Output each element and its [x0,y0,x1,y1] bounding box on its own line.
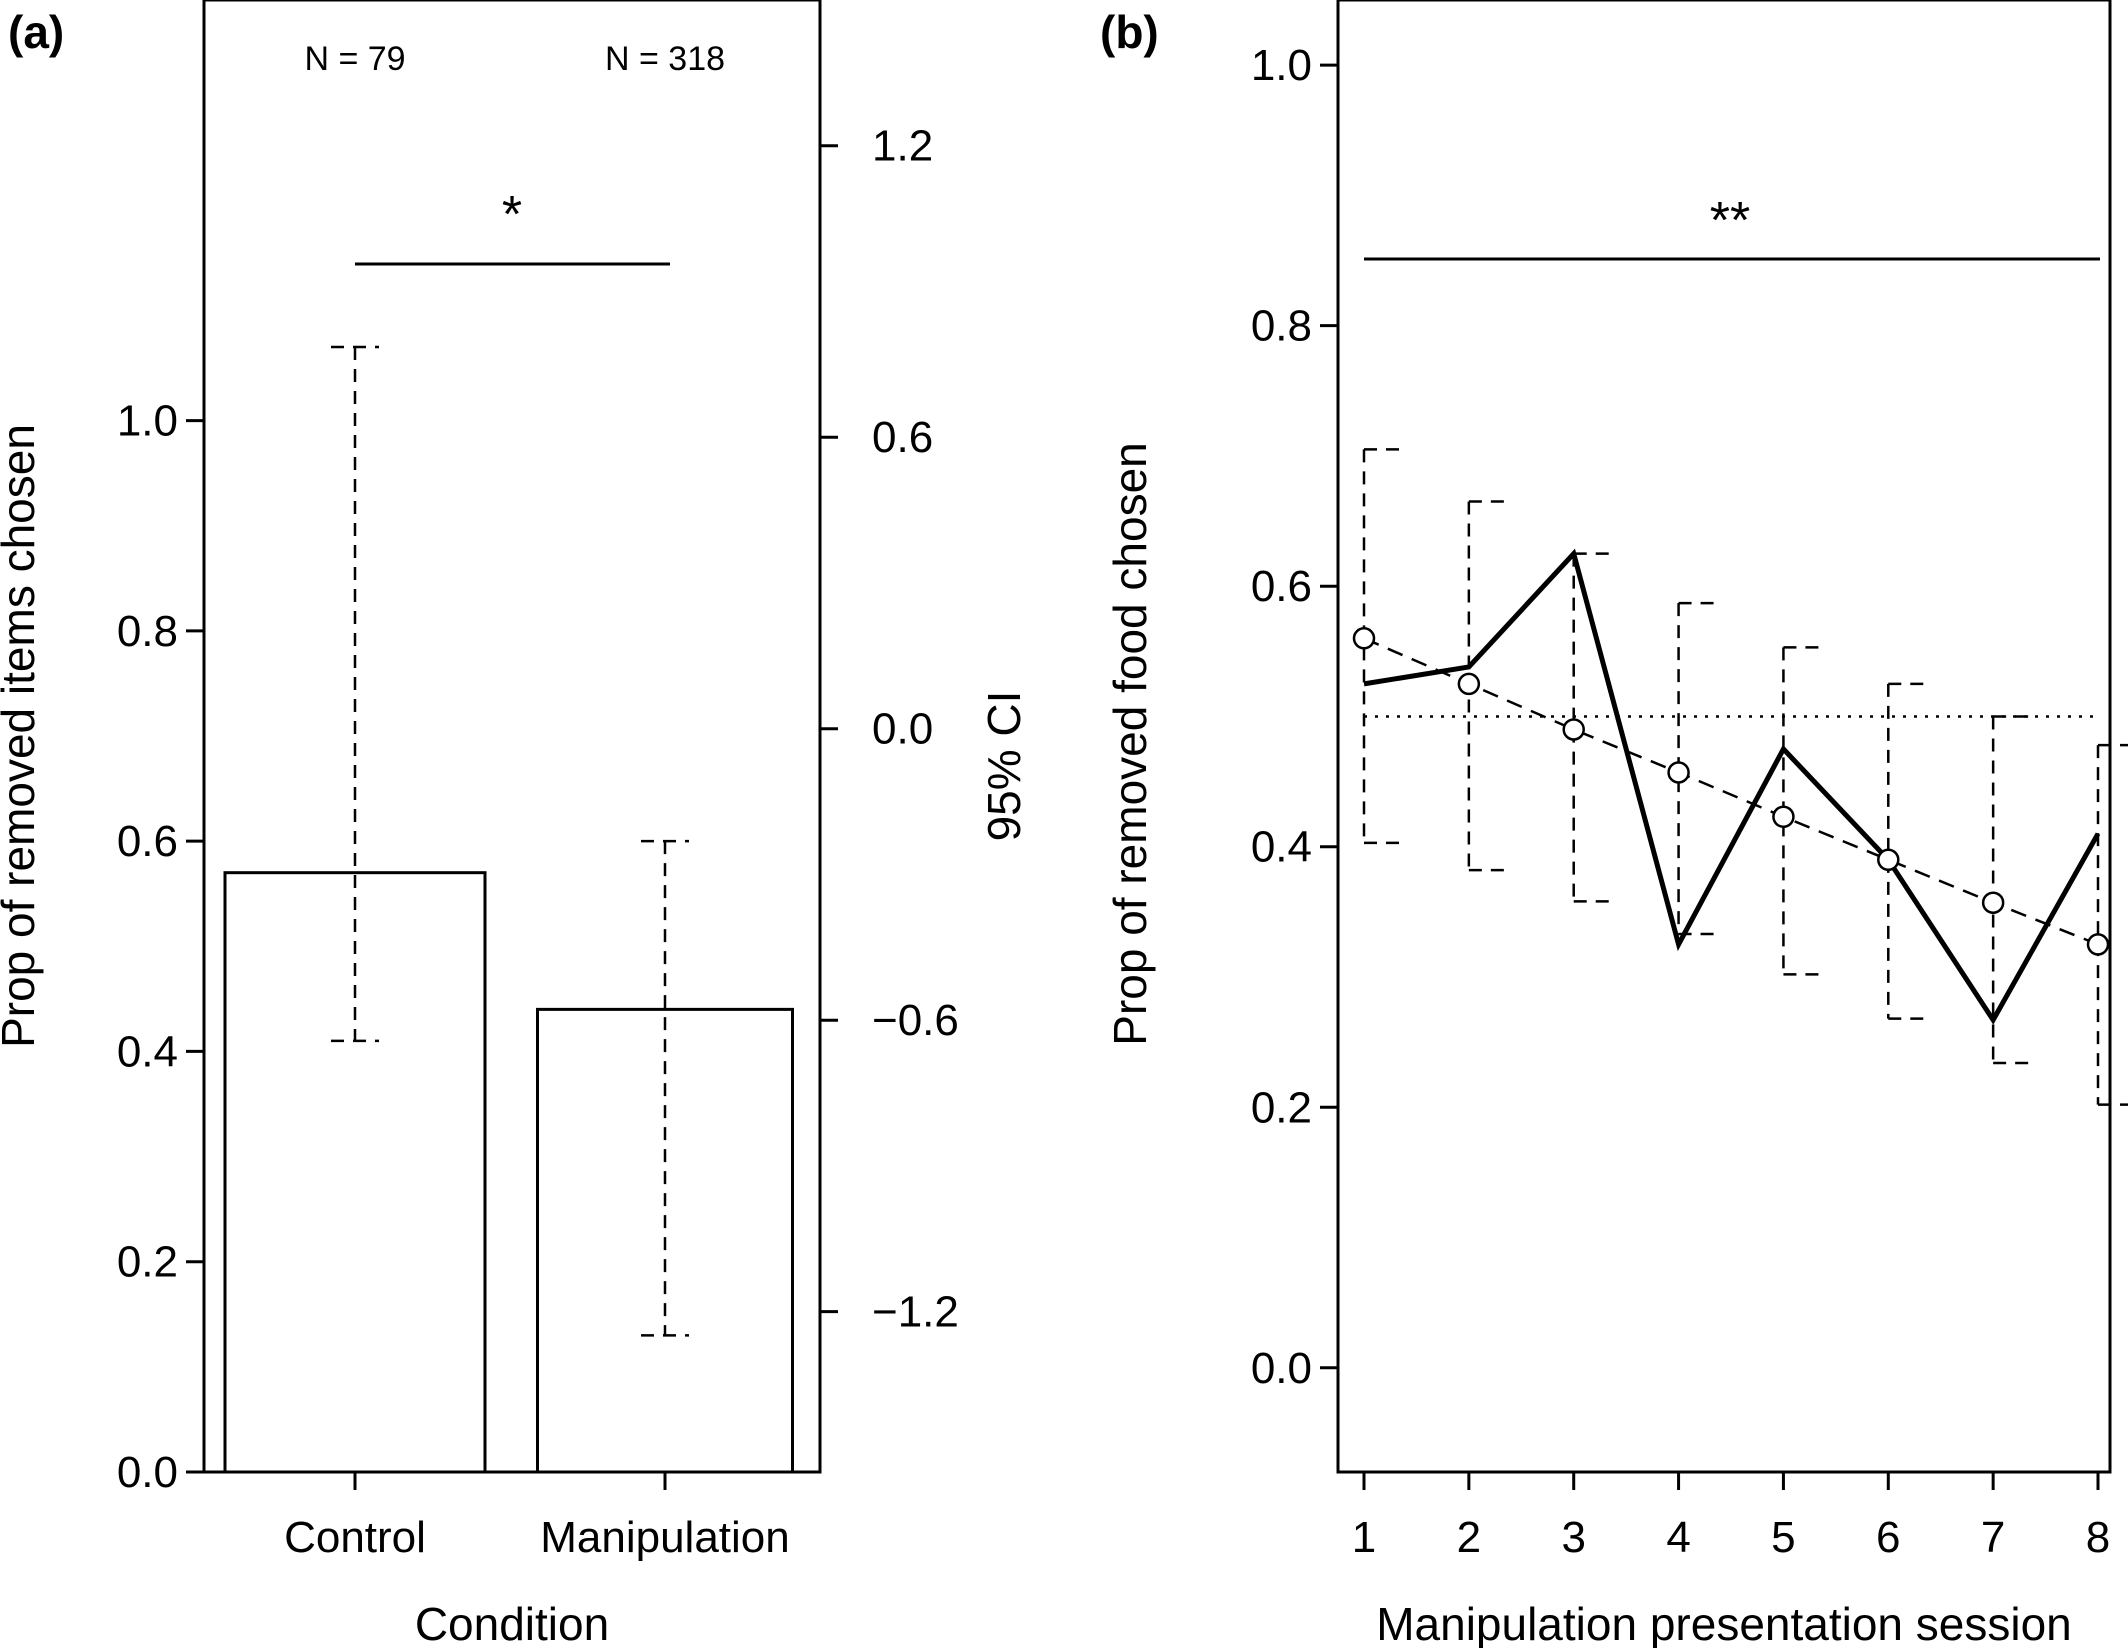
trend-point-session-3 [1562,718,1585,741]
panel-a-secondary-y-axis: 1.2 0.6 0.0 −0.6 −1.2 [820,122,959,1337]
x-tick-label-b: 6 [1876,1513,1900,1562]
y-tick-label-a: 0.8 [117,607,178,656]
y2-tick-label-a: −0.6 [872,996,959,1045]
panel-b-error-bars [1362,448,2128,1106]
panel-b-label: (b) [1100,6,1159,58]
y-tick-label-b: 0.4 [1251,823,1312,872]
y-axis-title-a: Prop of removed items chosen [0,424,44,1048]
x-tick-label-b: 3 [1561,1513,1585,1562]
y2-tick-label-a: 0.0 [872,705,933,754]
trend-point-session-8 [2086,933,2110,956]
trend-point-session-6 [1877,848,1900,872]
panel-a-y-axis: 0.0 0.2 0.4 0.6 0.8 1.0 [117,397,204,1497]
y-tick-label-b: 1.0 [1251,41,1312,90]
x-tick-label-b: 5 [1771,1513,1795,1562]
trend-point-session-2 [1457,672,1481,696]
n-label-control: N = 79 [304,40,405,78]
panel-a: (a) 0.0 0.2 0.4 0.6 0.8 1.0 1.2 0.6 0.0 −0.6 −1.2… [0,0,1030,1648]
y-tick-label-b: 0.6 [1251,562,1312,611]
panel-b-frame [1336,0,2112,1474]
significance-marker-a: * [502,186,522,244]
panel-b-x-axis: 1 2 3 4 5 6 7 8 [1352,1472,2110,1562]
secondary-y-axis-title-a: 95% CI [978,691,1030,842]
x-axis-title-b: Manipulation presentation session [1376,1598,2072,1648]
panel-a-bars [223,871,794,1474]
n-label-manipulation: N = 318 [605,40,725,78]
x-tick-label-b: 8 [2086,1513,2110,1562]
x-tick-label-b: 2 [1457,1513,1481,1562]
y-tick-label-a: 0.4 [117,1027,178,1076]
x-tick-label-a: Control [284,1513,426,1562]
panel-b-series [1352,548,2110,1025]
panel-b-y-axis: 0.0 0.2 0.4 0.6 0.8 1.0 [1251,41,1338,1393]
y-tick-label-a: 0.6 [117,817,178,866]
panel-a-frame [202,0,822,1474]
bar-control [223,871,487,1474]
significance-marker-b: ** [1710,192,1750,250]
panel-a-error-bars [331,345,689,1337]
y-tick-label-a: 1.0 [117,397,178,446]
trend-line [1363,637,2099,946]
y2-tick-label-a: 1.2 [872,122,933,171]
y2-tick-label-a: 0.6 [872,413,933,462]
panel-a-x-axis: Control Manipulation [284,1472,790,1562]
y-tick-label-b: 0.0 [1251,1344,1312,1393]
panel-a-label: (a) [8,6,64,58]
x-tick-label-b: 7 [1981,1513,2005,1562]
y-axis-title-b: Prop of removed food chosen [1104,442,1156,1045]
observed-line [1363,548,2101,1025]
y2-tick-label-a: −1.2 [872,1288,959,1337]
y-tick-label-b: 0.2 [1251,1083,1312,1132]
y-tick-label-a: 0.2 [117,1238,178,1287]
panel-b: (b) 0.0 0.2 0.4 0.6 0.8 1.0 1 2 3 4 5 6 7 8 ** Prop … [1100,0,2128,1648]
trend-point-session-4 [1667,761,1690,784]
x-tick-label-b: 4 [1666,1513,1690,1562]
trend-point-session-1 [1352,627,1376,650]
y-tick-label-b: 0.8 [1251,302,1312,351]
trend-point-session-5 [1772,805,1795,829]
x-tick-label-b: 1 [1352,1513,1376,1562]
y-tick-label-a: 0.0 [117,1448,178,1497]
trend-point-session-7 [1981,891,2005,914]
x-tick-label-a: Manipulation [540,1513,790,1562]
x-axis-title-a: Condition [415,1598,609,1648]
